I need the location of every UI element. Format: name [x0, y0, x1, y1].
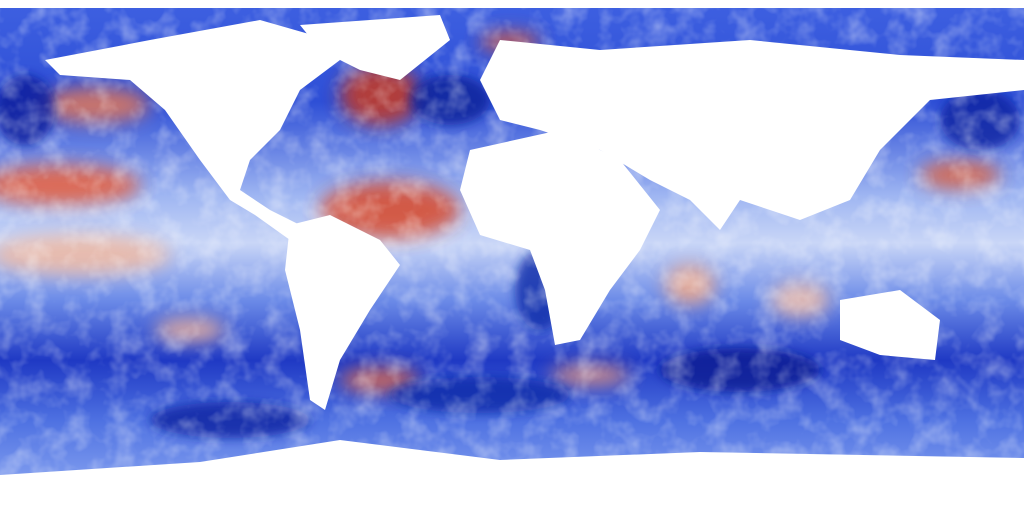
page: {} [0, 0, 1024, 512]
land [0, 0, 1024, 512]
anomaly-map [0, 0, 1024, 512]
